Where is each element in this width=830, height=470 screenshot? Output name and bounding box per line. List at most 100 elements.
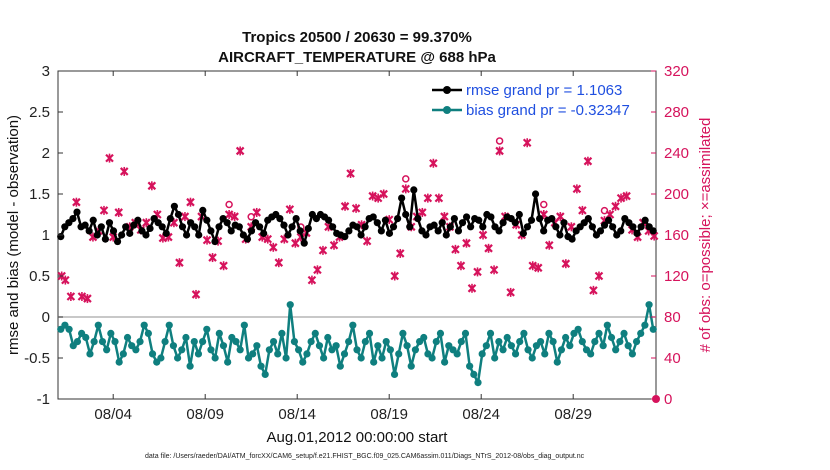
rmse-point — [353, 223, 361, 231]
rmse-point — [134, 216, 142, 224]
bias-point — [411, 346, 420, 354]
rmse-point — [324, 216, 333, 224]
bias-point — [361, 338, 369, 346]
obs-possible-marker — [225, 200, 233, 209]
bias-point — [148, 350, 157, 358]
bias-point — [520, 329, 528, 337]
x-tick-label: 08/29 — [554, 406, 592, 423]
bias-point — [111, 338, 119, 346]
rmse-point — [649, 227, 657, 235]
rmse-point — [389, 223, 398, 231]
rmse-point — [414, 215, 422, 223]
bias-point — [461, 329, 470, 337]
rmse-point — [247, 227, 256, 235]
y-right-tick-label: 200 — [664, 186, 689, 203]
rmse-point — [552, 223, 560, 231]
bias-point — [132, 346, 140, 354]
rmse-point — [479, 223, 487, 231]
rmse-point — [377, 227, 385, 235]
bias-point — [103, 346, 111, 354]
bias-point — [211, 354, 219, 362]
rmse-point — [434, 227, 442, 235]
chart-title-line1: Tropics 20500 / 20630 = 99.370% — [242, 29, 472, 46]
rmse-point — [130, 221, 138, 229]
bias-point — [178, 346, 186, 354]
bias-point — [390, 370, 399, 378]
rmse-point — [373, 219, 381, 227]
bias-point — [482, 342, 490, 350]
rmse-point — [284, 231, 292, 239]
rmse-point — [637, 223, 645, 231]
rmse-point — [641, 216, 649, 224]
bias-point — [553, 358, 561, 366]
x-axis-label: Aug.01,2012 00:00:00 start — [267, 429, 449, 446]
bias-point — [278, 329, 286, 337]
bias-point — [395, 350, 403, 358]
rmse-point — [288, 223, 296, 231]
bias-point — [357, 354, 365, 362]
bias-point — [436, 329, 445, 337]
rmse-point — [511, 219, 519, 227]
bias-point — [123, 333, 132, 342]
rmse-point — [174, 210, 183, 219]
rmse-point — [584, 215, 592, 223]
rmse-point — [410, 186, 418, 194]
bias-point — [632, 338, 641, 346]
bias-point — [587, 350, 595, 358]
bias-point — [207, 346, 215, 354]
bias-point — [365, 329, 374, 337]
bias-point — [98, 338, 107, 346]
rmse-point — [531, 190, 540, 198]
y-left-tick-label: 1 — [42, 227, 50, 244]
bias-point — [90, 338, 98, 346]
rmse-point — [170, 202, 178, 210]
rmse-point — [207, 227, 215, 235]
bias-point — [562, 333, 570, 342]
rmse-point — [142, 231, 150, 239]
bias-point — [637, 329, 645, 337]
rmse-point — [406, 223, 414, 231]
bias-point — [332, 342, 340, 350]
rmse-point — [393, 215, 402, 223]
bias-point — [324, 333, 332, 342]
legend-bias-label: bias grand pr = -0.32347 — [466, 102, 630, 119]
bias-point — [516, 338, 524, 346]
bias-point — [232, 338, 240, 346]
rmse-point — [211, 237, 219, 246]
rmse-point — [345, 227, 353, 235]
rmse-point — [442, 231, 450, 239]
bias-point — [399, 329, 407, 337]
y-left-tick-label: 2 — [42, 145, 50, 162]
bias-point — [574, 325, 582, 333]
rmse-point — [629, 223, 637, 231]
bias-point — [315, 342, 324, 350]
legend-bias-marker — [443, 106, 451, 114]
bias-point — [115, 358, 123, 366]
rmse-point — [256, 223, 264, 231]
bias-point — [194, 350, 203, 358]
bias-point — [578, 338, 586, 346]
rmse-point — [69, 215, 77, 223]
rmse-point — [523, 223, 532, 231]
rmse-point — [398, 194, 406, 202]
rmse-point — [118, 231, 126, 239]
bias-point — [203, 325, 211, 333]
bias-point — [474, 379, 482, 387]
y-right-tick-label: 320 — [664, 63, 689, 80]
rmse-point — [97, 223, 105, 231]
bias-point — [499, 346, 507, 354]
bias-point — [236, 346, 244, 354]
bias-point — [407, 362, 415, 370]
rmse-point — [495, 227, 503, 235]
bias-point — [261, 370, 269, 378]
rmse-point — [304, 224, 312, 233]
bias-point — [173, 354, 182, 362]
bias-point — [157, 354, 165, 362]
rmse-point — [475, 216, 483, 224]
rmse-point — [101, 235, 109, 243]
bias-point — [386, 346, 394, 354]
bias-point — [165, 321, 173, 329]
x-tick-label: 08/14 — [278, 406, 316, 423]
rmse-point — [422, 231, 430, 239]
rmse-point — [223, 219, 231, 227]
